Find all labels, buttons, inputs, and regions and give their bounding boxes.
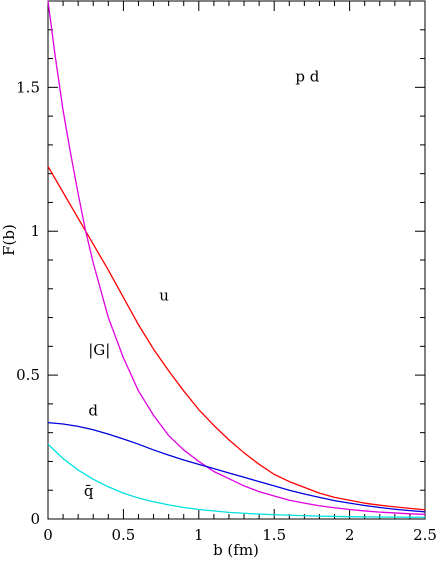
series-line-1	[47, 0, 426, 516]
x-tick-label: 1	[194, 526, 204, 544]
x-tick-label: 1.5	[262, 526, 286, 544]
x-tick-label: 2	[345, 526, 355, 544]
annotation-3: d	[88, 401, 98, 419]
series-line-0	[47, 166, 426, 511]
annotations: p d u |G| d q̄	[84, 68, 320, 500]
annotation-2: |G|	[88, 341, 110, 359]
y-tick-labels: 0 0.5 1 1.5	[16, 78, 40, 528]
plot-frame	[47, 0, 426, 520]
axis-ticks	[47, 0, 426, 520]
y-axis-label: F(b)	[0, 224, 18, 256]
annotation-1: u	[159, 286, 169, 304]
y-tick-label: 0	[30, 510, 40, 528]
y-tick-label: 1.5	[16, 78, 40, 96]
series-group	[47, 0, 426, 518]
series-line-3	[47, 443, 425, 518]
x-tick-label: 2.5	[413, 526, 436, 544]
x-tick-labels: 0 0.5 1 1.5 2 2.5	[43, 526, 436, 544]
y-tick-label: 1	[30, 222, 40, 240]
series-line-2	[47, 421, 426, 513]
x-axis-label: b (fm)	[213, 541, 259, 559]
annotation-4: q̄	[84, 482, 94, 500]
y-tick-label: 0.5	[16, 366, 40, 384]
annotation-0: p d	[295, 68, 319, 86]
x-tick-label: 0.5	[111, 526, 135, 544]
x-tick-label: 0	[43, 526, 53, 544]
